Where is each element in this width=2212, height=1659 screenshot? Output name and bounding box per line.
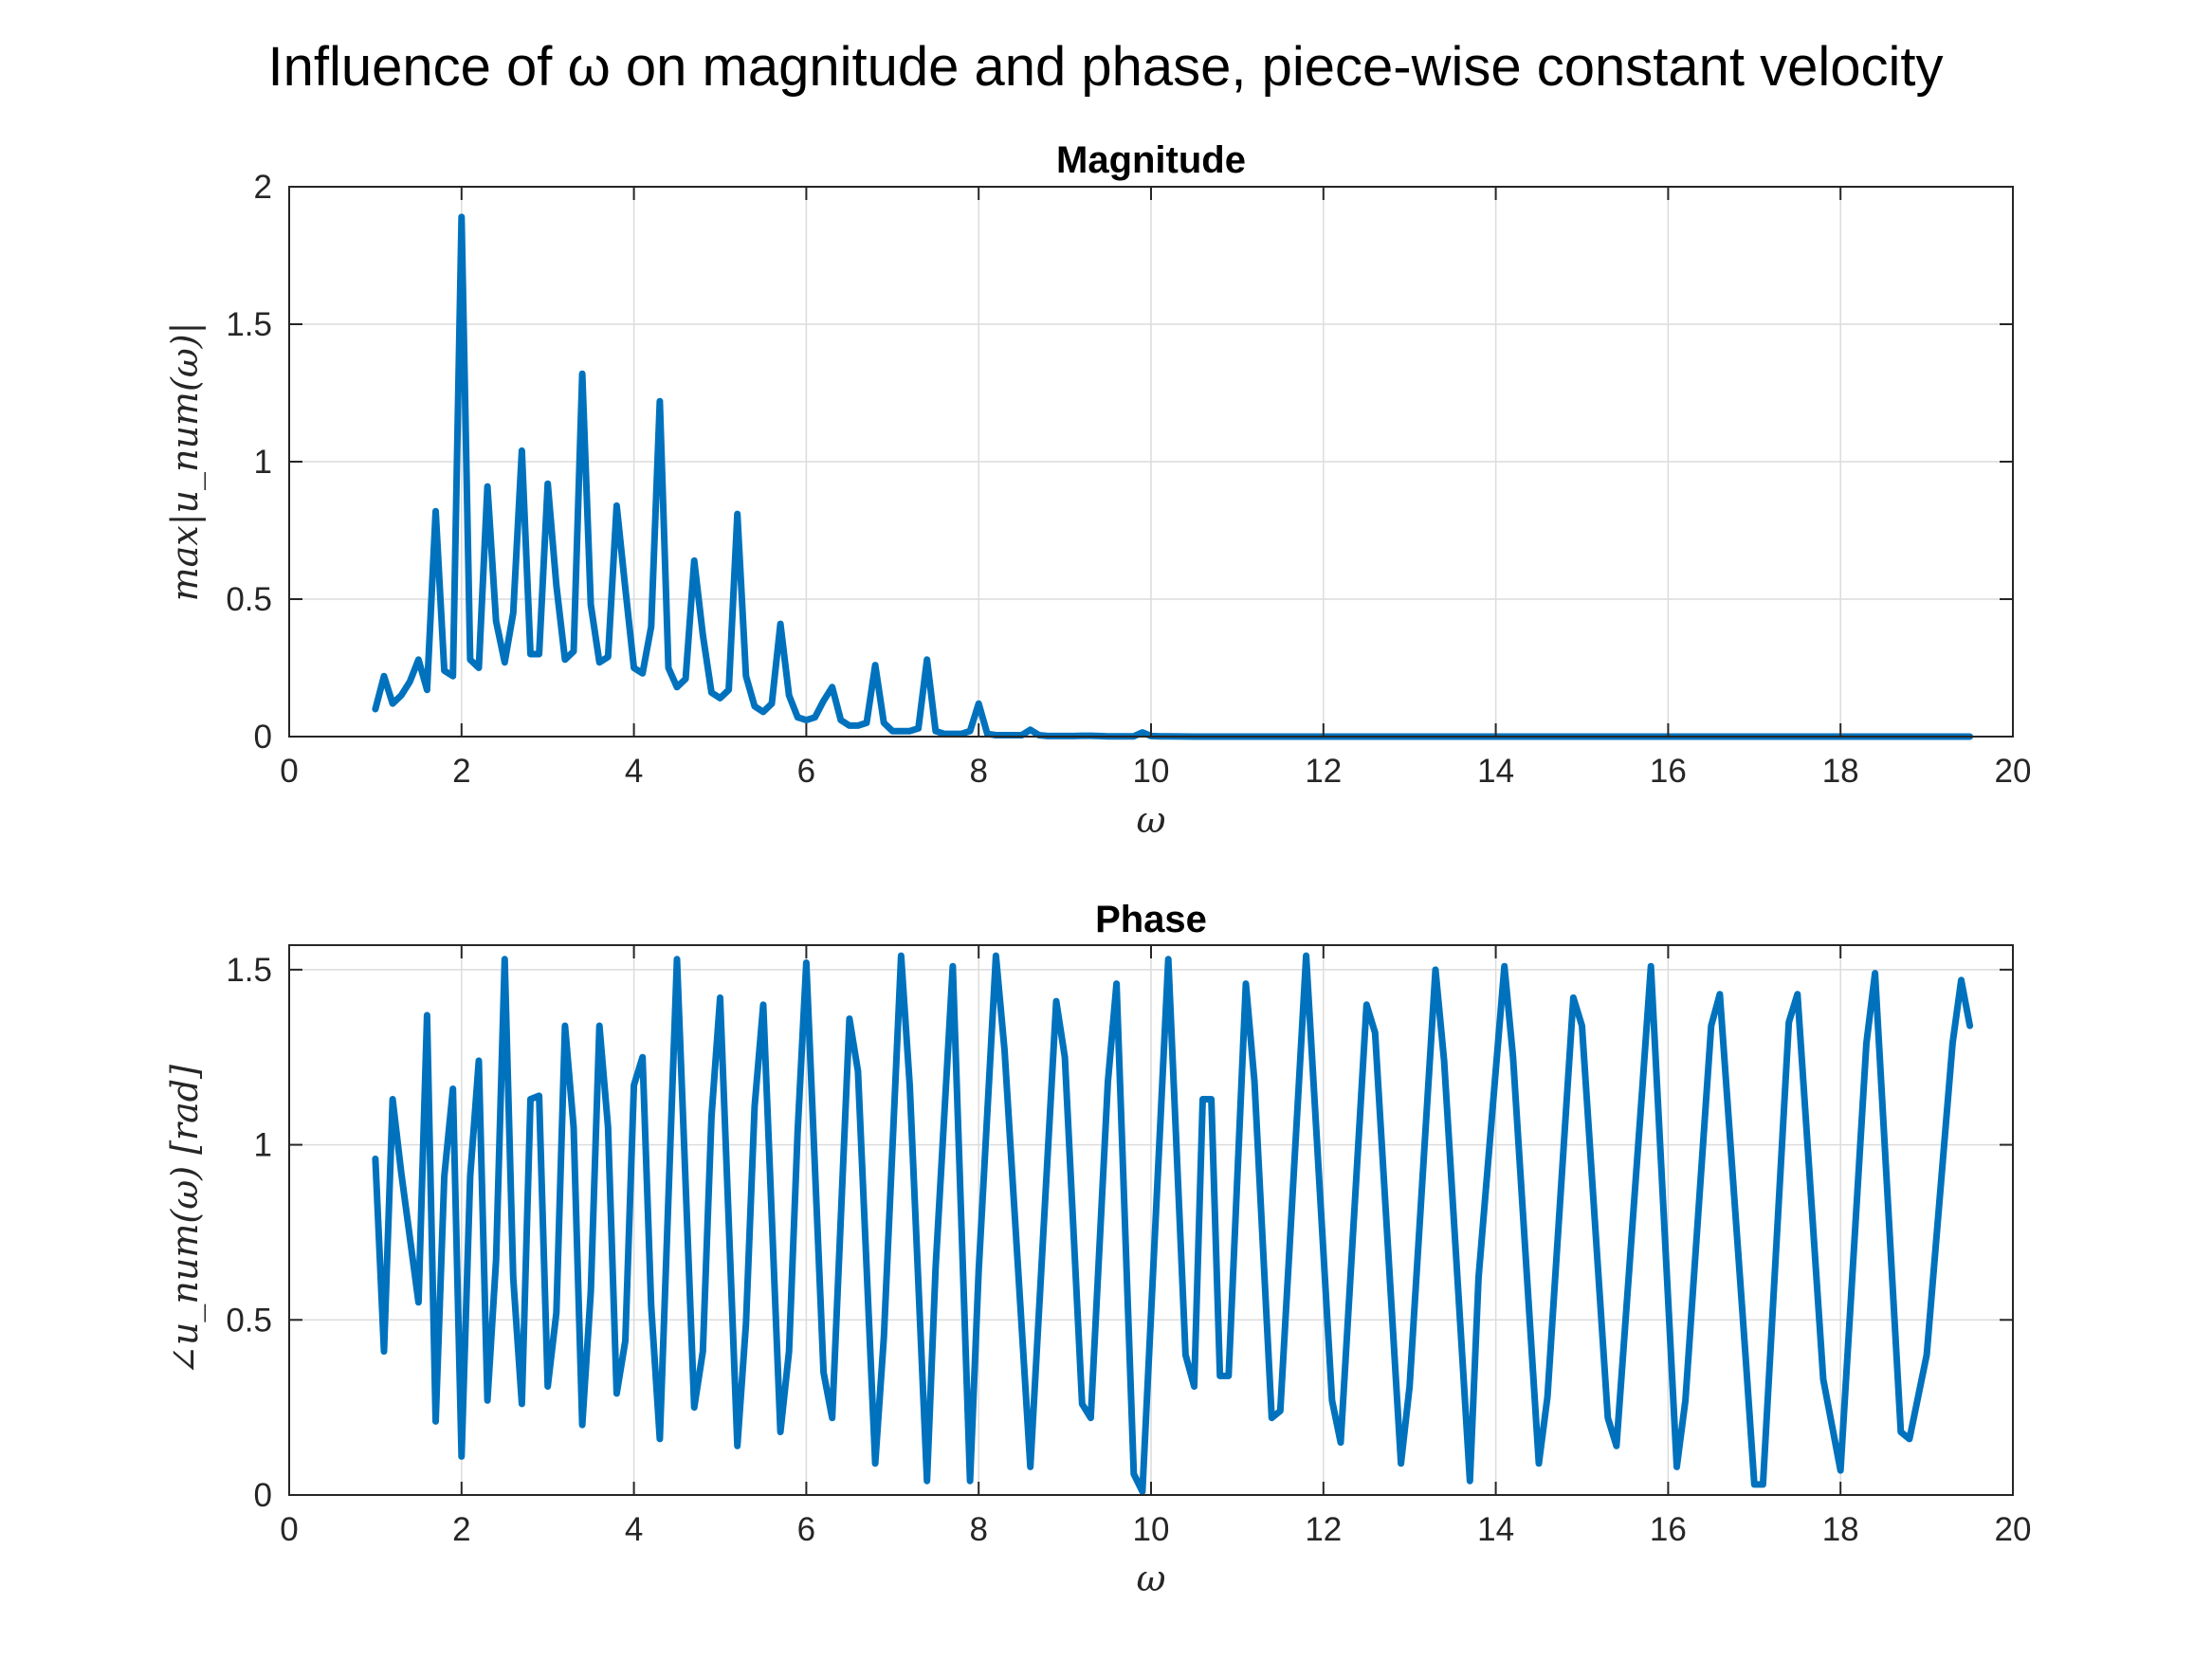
phase-grid — [288, 945, 2014, 1496]
phase-xtick-label: 8 — [969, 1511, 987, 1548]
phase-title: Phase — [1095, 899, 1207, 940]
phase-series-layer — [372, 952, 1974, 1495]
magnitude-xtick-label: 6 — [797, 753, 815, 790]
phase-xtick-label: 0 — [280, 1511, 298, 1548]
figure-title: Influence of ω on magnitude and phase, p… — [267, 36, 1943, 98]
magnitude-ytick-label: 0 — [254, 719, 272, 756]
magnitude-xtick-label: 2 — [452, 753, 470, 790]
magnitude-ylabel: max|u_num(ω)| — [164, 322, 207, 602]
phase-xtick-label: 20 — [1995, 1511, 2032, 1548]
magnitude-xtick-label: 18 — [1822, 753, 1859, 790]
magnitude-xtick-label: 8 — [969, 753, 987, 790]
magnitude-ytick-label: 2 — [254, 169, 272, 206]
phase-xlabel: ω — [1137, 1558, 1166, 1599]
magnitude-xtick-label: 4 — [625, 753, 643, 790]
phase-ytick-label: 0 — [254, 1477, 272, 1514]
magnitude-xtick-label: 12 — [1305, 753, 1342, 790]
magnitude-series-layer — [372, 213, 1974, 740]
magnitude-title: Magnitude — [1056, 139, 1246, 181]
phase-xtick-label: 10 — [1133, 1511, 1170, 1548]
phase-xtick-label: 12 — [1305, 1511, 1342, 1548]
phase-ticks: 0 2 4 6 8 10 12 14 16 18 20 0 0.5 1 1.5 — [226, 945, 2031, 1548]
magnitude-ytick-label: 1.5 — [226, 306, 272, 343]
magnitude-xtick-label: 20 — [1995, 753, 2032, 790]
phase-xtick-label: 14 — [1477, 1511, 1514, 1548]
phase-xtick-label: 18 — [1822, 1511, 1859, 1548]
phase-ytick-label: 1 — [254, 1127, 272, 1164]
phase-series-line — [372, 952, 1974, 1495]
magnitude-xtick-label: 0 — [280, 753, 298, 790]
phase-ytick-label: 1.5 — [226, 952, 272, 989]
magnitude-axes: Magnitude 0 2 4 6 8 10 12 14 16 18 20 0 0.5 1 1.5 2 ω m… — [164, 139, 2031, 841]
phase-ylabel: ∠u_num(ω) [rad] — [164, 1065, 207, 1376]
phase-xtick-label: 2 — [452, 1511, 470, 1548]
magnitude-xtick-label: 14 — [1477, 753, 1514, 790]
phase-ytick-label: 0.5 — [226, 1302, 272, 1339]
magnitude-xlabel: ω — [1137, 799, 1166, 841]
magnitude-xtick-label: 10 — [1133, 753, 1170, 790]
magnitude-ytick-label: 1 — [254, 444, 272, 481]
phase-xtick-label: 6 — [797, 1511, 815, 1548]
magnitude-xtick-label: 16 — [1650, 753, 1687, 790]
phase-xtick-label: 16 — [1650, 1511, 1687, 1548]
phase-xtick-label: 4 — [625, 1511, 643, 1548]
magnitude-ticks: 0 2 4 6 8 10 12 14 16 18 20 0 0.5 1 1.5 2 — [226, 169, 2031, 790]
magnitude-ytick-label: 0.5 — [226, 581, 272, 618]
magnitude-series-line — [372, 213, 1974, 740]
phase-axes: Phase 0 2 4 6 8 10 12 14 16 18 20 0 0.5 1 1.5 ω ∠u_num… — [164, 899, 2031, 1599]
magnitude-grid — [288, 186, 2014, 738]
